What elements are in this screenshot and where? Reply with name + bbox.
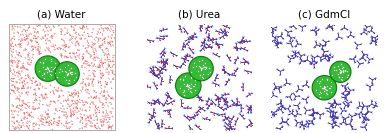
Circle shape [35, 56, 61, 81]
Text: (a) Water: (a) Water [38, 10, 86, 20]
Circle shape [312, 76, 337, 100]
Text: (c) GdmCl: (c) GdmCl [298, 10, 350, 20]
Circle shape [176, 73, 201, 98]
Circle shape [55, 62, 79, 86]
Circle shape [330, 61, 351, 82]
Circle shape [189, 56, 213, 81]
Text: (b) Urea: (b) Urea [178, 10, 220, 20]
